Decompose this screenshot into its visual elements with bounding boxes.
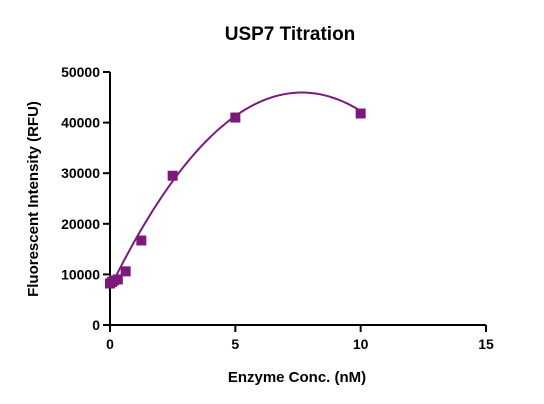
y-tick-label: 40000 (61, 115, 100, 131)
data-point (120, 266, 131, 277)
y-axis-label: Fluorescent Intensity (RFU) (25, 101, 42, 297)
data-point (355, 108, 366, 119)
x-tick-label: 0 (106, 336, 114, 352)
y-tick-label: 50000 (61, 64, 100, 80)
y-tick-label: 30000 (61, 165, 100, 181)
x-tick-label: 10 (353, 336, 369, 352)
data-point (167, 170, 178, 181)
x-tick-label: 5 (231, 336, 239, 352)
axis-ticks: 0 10000 20000 30000 40000 50000 0 5 10 15 (61, 64, 494, 352)
x-axis-label: Enzyme Conc. (nM) (228, 369, 366, 386)
y-tick-label: 20000 (61, 216, 100, 232)
y-tick-label: 10000 (61, 266, 100, 282)
data-point (230, 112, 241, 123)
chart-title: USP7 Titration (225, 24, 356, 45)
data-points (105, 108, 366, 289)
x-tick-label: 15 (478, 336, 494, 352)
data-point (112, 274, 123, 285)
data-point (136, 235, 147, 246)
y-tick-label: 0 (92, 317, 100, 333)
